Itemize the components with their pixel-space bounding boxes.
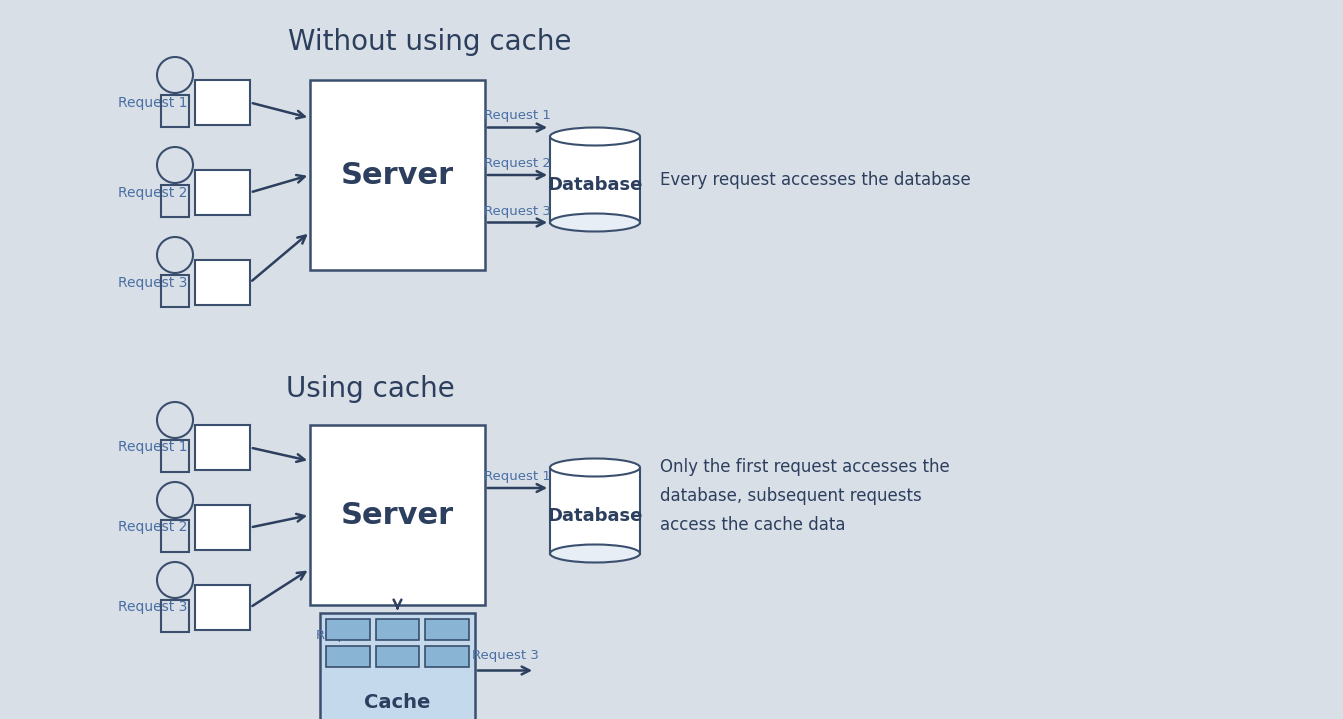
Ellipse shape (551, 544, 641, 562)
FancyBboxPatch shape (326, 619, 369, 640)
FancyBboxPatch shape (195, 585, 250, 630)
Text: Every request accesses the database: Every request accesses the database (659, 171, 971, 189)
FancyBboxPatch shape (320, 613, 475, 719)
Text: Request 1: Request 1 (483, 470, 551, 483)
Text: Request 1: Request 1 (483, 109, 551, 122)
Text: Request 2: Request 2 (483, 157, 551, 170)
FancyBboxPatch shape (310, 425, 485, 605)
Text: Server: Server (341, 160, 454, 190)
Text: Request 1: Request 1 (117, 96, 187, 109)
FancyBboxPatch shape (426, 646, 469, 667)
Ellipse shape (551, 127, 641, 145)
Text: Request 2: Request 2 (316, 628, 383, 641)
Text: Request 3: Request 3 (118, 275, 187, 290)
Ellipse shape (551, 459, 641, 477)
Text: Request 3: Request 3 (471, 649, 539, 662)
Text: Database: Database (548, 176, 643, 194)
FancyBboxPatch shape (195, 80, 250, 125)
Text: Request 2: Request 2 (118, 186, 187, 199)
FancyBboxPatch shape (195, 170, 250, 215)
FancyBboxPatch shape (426, 619, 469, 640)
FancyBboxPatch shape (551, 137, 641, 222)
Text: Server: Server (341, 500, 454, 529)
FancyBboxPatch shape (310, 80, 485, 270)
Text: Only the first request accesses the
database, subsequent requests
access the cac: Only the first request accesses the data… (659, 458, 950, 534)
FancyBboxPatch shape (195, 260, 250, 305)
FancyBboxPatch shape (376, 619, 419, 640)
Text: Without using cache: Without using cache (289, 28, 572, 56)
Text: Database: Database (548, 507, 643, 525)
Text: Request 2: Request 2 (118, 521, 187, 534)
Text: Using cache: Using cache (286, 375, 454, 403)
FancyBboxPatch shape (551, 467, 641, 554)
Text: Cache: Cache (364, 693, 431, 713)
FancyBboxPatch shape (195, 425, 250, 470)
Ellipse shape (551, 214, 641, 232)
Text: Request 1: Request 1 (117, 441, 187, 454)
FancyBboxPatch shape (326, 646, 369, 667)
Text: Request 3: Request 3 (483, 204, 551, 218)
Text: Request 3: Request 3 (118, 600, 187, 615)
FancyBboxPatch shape (376, 646, 419, 667)
FancyBboxPatch shape (195, 505, 250, 550)
